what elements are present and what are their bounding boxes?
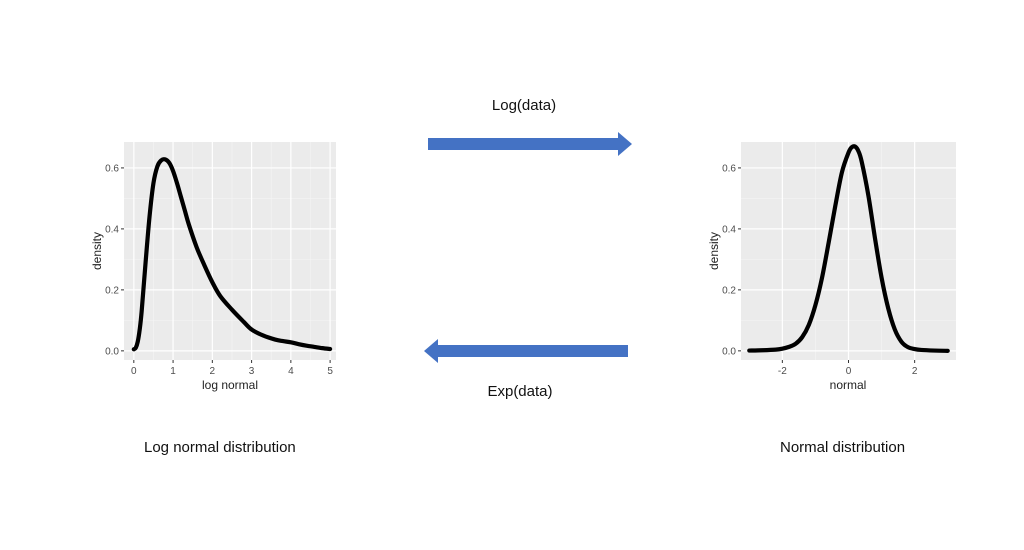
lognormal-x-tick-label: 2 <box>210 366 216 377</box>
normal-x-axis-label: normal <box>830 378 867 392</box>
normal-density-line <box>747 144 950 353</box>
lognormal-x-tick-label: 1 <box>170 366 176 377</box>
normal-x-tick-label: -2 <box>778 366 787 377</box>
normal-y-tick-label: 0.2 <box>722 285 736 296</box>
lognormal-x-tick-label: 3 <box>249 366 255 377</box>
lognormal-y-tick-label: 0.4 <box>105 224 119 235</box>
lognormal-y-tick-label: 0.0 <box>105 346 119 357</box>
lognormal-x-tick-label: 5 <box>327 366 333 377</box>
log-transform-arrow <box>428 132 632 156</box>
normal-caption: Normal distribution <box>780 439 906 456</box>
exp-data-label: Exp(data) <box>487 383 552 400</box>
normal-x-tick-label: 2 <box>912 366 918 377</box>
lognormal-major-grid <box>124 142 336 360</box>
normal-chart: -2 0 2 0.0 0.2 0.4 0.6 normal density <box>707 142 956 392</box>
normal-y-axis-label: density <box>707 232 721 270</box>
lognormal-ticks: 0 1 2 3 4 5 0.0 0.2 0.4 0.6 <box>105 163 333 377</box>
normal-y-tick-label: 0.4 <box>722 224 736 235</box>
lognormal-y-axis-label: density <box>90 232 104 270</box>
lognormal-density-line <box>131 157 333 352</box>
arrow-right-head <box>618 132 632 156</box>
arrow-right-shaft <box>428 138 618 150</box>
normal-x-tick-label: 0 <box>846 366 852 377</box>
normal-y-tick-label: 0.0 <box>722 346 736 357</box>
lognormal-x-tick-label: 0 <box>131 366 137 377</box>
lognormal-y-tick-label: 0.6 <box>105 163 119 174</box>
lognormal-x-axis-label: log normal <box>202 378 258 392</box>
lognormal-y-tick-label: 0.2 <box>105 285 119 296</box>
arrow-left-head <box>424 339 438 363</box>
lognormal-chart: 0 1 2 3 4 5 0.0 0.2 0.4 0.6 log normal density <box>90 142 336 392</box>
lognormal-panel <box>124 142 336 360</box>
lognormal-x-tick-label: 4 <box>288 366 294 377</box>
normal-y-tick-label: 0.6 <box>722 163 736 174</box>
arrow-left-shaft <box>438 345 628 357</box>
exp-transform-arrow <box>424 339 628 363</box>
normal-ticks: -2 0 2 0.0 0.2 0.4 0.6 <box>722 163 918 377</box>
lognormal-caption: Log normal distribution <box>144 439 296 456</box>
log-data-label: Log(data) <box>492 97 556 114</box>
